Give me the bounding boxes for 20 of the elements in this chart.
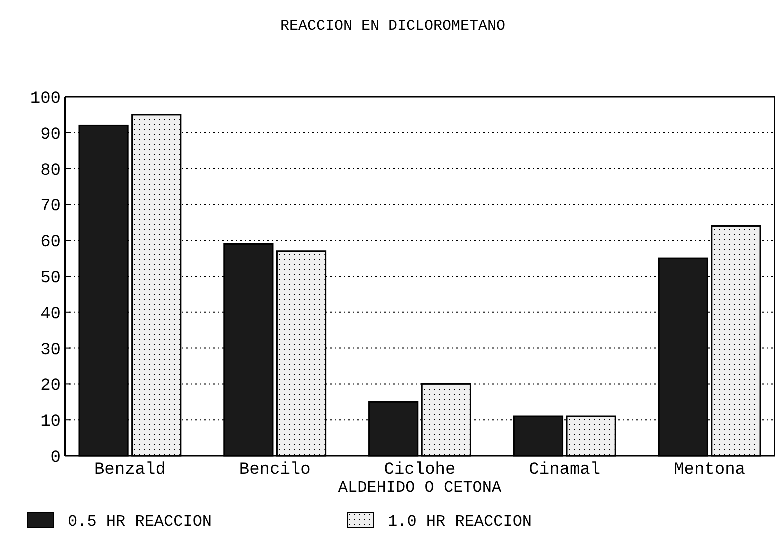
y-tick-label: 20 [40, 377, 61, 396]
y-tick-label: 60 [40, 234, 61, 253]
x-axis-title: ALDEHIDO O CETONA [338, 479, 502, 497]
x-tick-label: Mentona [674, 461, 746, 480]
y-tick-label: 40 [40, 305, 61, 324]
y-tick-label: 70 [40, 198, 61, 217]
x-tick-label: Cinamal [529, 461, 601, 480]
x-tick-label: Ciclohe [384, 461, 456, 480]
y-tick-label: 90 [40, 126, 61, 145]
y-tick-label: 50 [40, 269, 61, 288]
x-tick-label: Benzald [94, 461, 166, 480]
y-tick-label: 80 [40, 162, 61, 181]
y-tick-label: 10 [40, 413, 61, 432]
y-tick-label: 30 [40, 341, 61, 360]
y-tick-label: 100 [30, 90, 61, 109]
chart-title: REACCION EN DICLOROMETANO [280, 18, 506, 35]
legend-label: 1.0 HR REACCION [388, 513, 532, 531]
x-tick-label: Bencilo [239, 461, 311, 480]
y-tick-label: 0 [50, 448, 61, 468]
legend-label: 0.5 HR REACCION [68, 513, 212, 531]
